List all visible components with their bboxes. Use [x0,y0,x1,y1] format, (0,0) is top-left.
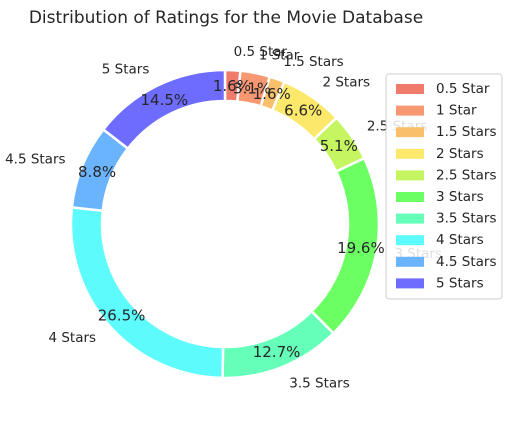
percentage-label-1-star: 3.1% [233,80,271,98]
category-label-5-stars: 5 Stars [102,62,150,78]
chart-title: Distribution of Ratings for the Movie Da… [29,8,423,28]
legend-swatch-2-5-stars [396,170,424,181]
category-label-2-stars: 2 Stars [322,74,370,90]
legend-label-1-star: 1 Star [436,103,477,119]
percentage-label-4-stars: 26.5% [98,306,146,324]
legend-swatch-3-5-stars [396,213,424,224]
legend-label-2-5-stars: 2.5 Stars [436,167,496,183]
legend-label-1-5-stars: 1.5 Stars [436,124,496,140]
percentage-label-5-stars: 14.5% [141,91,189,109]
legend-label-0-5-star: 0.5 Star [436,81,490,97]
slices [69,68,381,380]
percentage-label-0-5-star: 1.6% [213,77,251,95]
legend-label-3-stars: 3 Stars [436,189,484,205]
legend-swatch-5-stars [396,278,424,289]
slice-4-stars [69,205,225,380]
percentage-label-2-5-stars: 5.1% [320,137,358,155]
legend-swatch-4-5-stars [396,256,424,267]
percentage-label-3-stars: 19.6% [337,239,385,257]
legend-items: 0.5 Star 1 Star 1.5 Stars 2 Stars 2.5 Stars 3… [396,81,496,291]
percentage-label-3-5-stars: 12.7% [253,343,301,361]
slice-percentage-labels: 1.6%3.1%1.6%6.6%5.1%19.6%12.7%26.5%8.8%1… [78,77,385,361]
category-label-1-star: 1 Star [259,47,300,63]
category-label-4-5-stars: 4.5 Stars [5,151,65,167]
legend-swatch-0-5-star [396,84,424,94]
legend-label-4-5-stars: 4.5 Stars [436,254,496,270]
legend-swatch-2-stars [396,148,424,159]
percentage-label-1-5-stars: 1.6% [253,85,291,103]
legend-label-5-stars: 5 Stars [436,275,484,291]
legend-label-2-stars: 2 Stars [436,146,484,162]
legend-label-3-5-stars: 3.5 Stars [436,211,496,227]
legend-swatch-3-stars [396,192,424,202]
legend-label-4-stars: 4 Stars [436,232,484,248]
legend-swatch-1-star [396,105,424,116]
slice-5-stars [101,68,227,151]
legend-swatch-1-5-stars [396,127,424,138]
category-label-0-5-star: 0.5 Star [234,44,288,60]
percentage-label-4-5-stars: 8.8% [78,163,116,181]
category-label-1-5-stars: 1.5 Stars [283,54,343,70]
category-label-3-5-stars: 3.5 Stars [289,376,349,392]
legend-swatch-4-stars [396,235,424,246]
percentage-label-2-stars: 6.6% [284,101,322,119]
category-label-4-stars: 4 Stars [48,330,96,346]
legend: 0.5 Star 1 Star 1.5 Stars 2 Stars 2.5 Stars 3… [385,73,503,300]
